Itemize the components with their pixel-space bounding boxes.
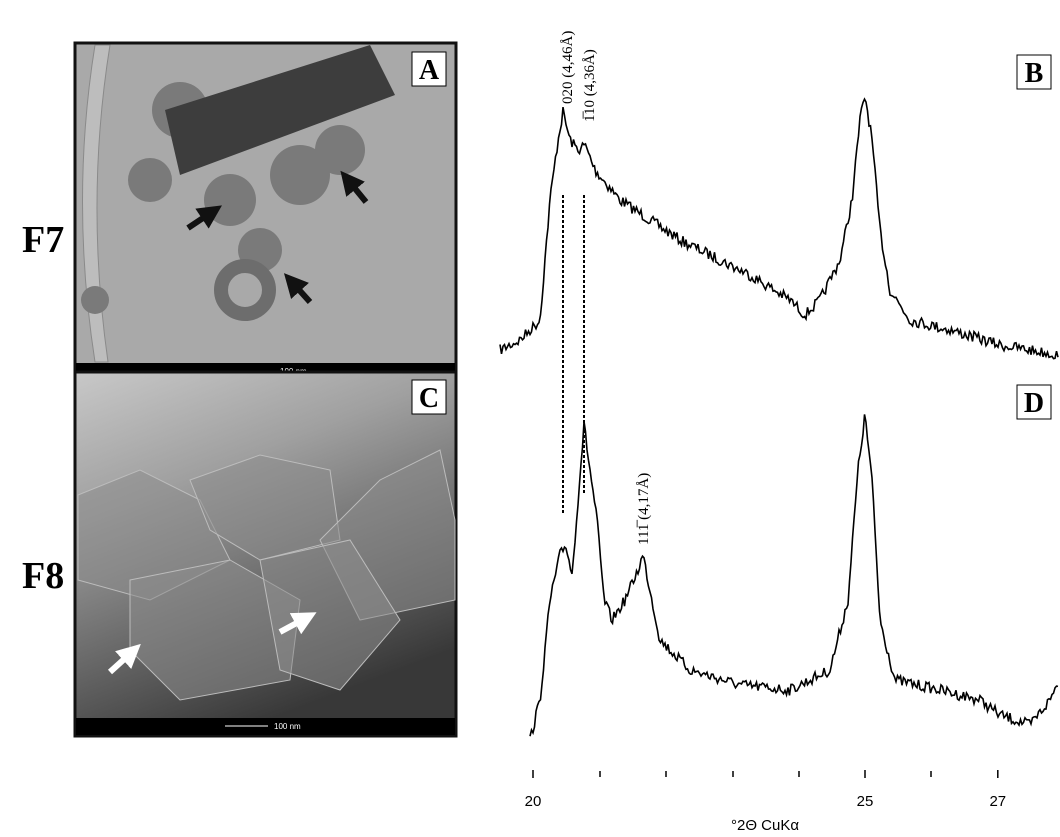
tem-image: 100 nm C: [73, 370, 458, 738]
panel-label-box: [1016, 384, 1052, 420]
x-tick-label: 27: [989, 793, 1006, 810]
panel-label: B: [1025, 58, 1044, 89]
panel-label: D: [1024, 388, 1044, 419]
panel-label: A: [419, 55, 440, 86]
membrane: [82, 44, 111, 363]
row-label: F7: [22, 219, 64, 261]
x-tick-label: 20: [525, 793, 542, 810]
crystal-rod: [165, 45, 395, 175]
panel-label-box: [1016, 54, 1052, 90]
crystal-facets: [77, 449, 456, 701]
panel-label: C: [419, 383, 439, 414]
xrd-pattern: [529, 414, 1059, 737]
peak-annotation: 111̅ (4,17Å): [636, 473, 652, 545]
xrd-pattern: [499, 97, 1059, 360]
panel-label-box: [411, 379, 447, 415]
peak-annotation: 020 (4,46Å): [560, 31, 576, 104]
x-tick-label: 25: [857, 793, 874, 810]
scale-bar-label: 100 nm: [274, 722, 301, 731]
arrows: [186, 170, 369, 305]
peak-annotation: 1̅10 (4,36Å): [582, 49, 598, 122]
row-label: F8: [22, 555, 64, 597]
x-axis-label: °2Θ CuKα: [731, 817, 799, 834]
panel-label-box: [411, 51, 447, 87]
tem-image: 100 nm A: [73, 41, 458, 383]
arrows: [107, 612, 317, 675]
particles: [81, 82, 365, 321]
minor-ticks: [599, 771, 932, 777]
